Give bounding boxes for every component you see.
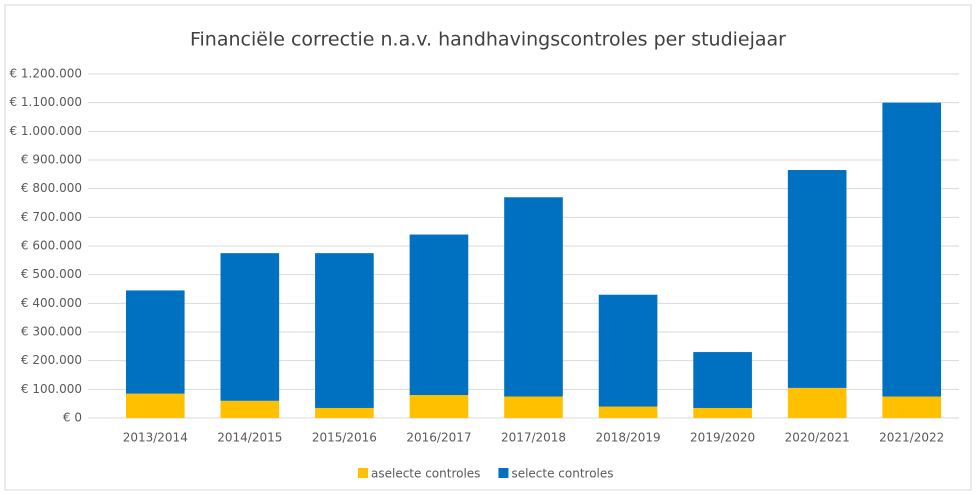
x-tick-label: 2021/2022 <box>879 431 944 445</box>
y-tick-label: € 200.000 <box>21 353 82 367</box>
legend-label: aselecte controles <box>371 467 480 481</box>
x-tick-label: 2016/2017 <box>406 431 471 445</box>
x-tick-label: 2017/2018 <box>501 431 566 445</box>
y-tick-label: € 900.000 <box>21 153 82 167</box>
y-tick-label: € 800.000 <box>21 181 82 195</box>
x-tick-label: 2014/2015 <box>217 431 282 445</box>
legend-swatch <box>358 468 368 478</box>
bar-segment <box>504 396 563 418</box>
bar-segment <box>315 407 374 418</box>
bar-segment <box>693 407 752 418</box>
y-tick-label: € 0 <box>63 411 82 425</box>
y-tick-label: € 1.100.000 <box>9 95 82 109</box>
bar-segment <box>693 352 752 408</box>
bar-segment <box>220 400 280 418</box>
y-tick-label: € 400.000 <box>21 296 82 310</box>
legend-swatch <box>498 468 509 478</box>
y-tick-label: € 300.000 <box>21 325 82 339</box>
x-tick-label: 2018/2019 <box>595 431 660 445</box>
chart-title: Financiële correctie n.a.v. handhavingsc… <box>190 29 786 51</box>
bar-segment <box>598 294 658 407</box>
x-tick-label: 2015/2016 <box>312 431 377 445</box>
legend-label: selecte controles <box>511 467 613 481</box>
bar-segment <box>504 197 563 397</box>
bar-segment <box>409 395 469 418</box>
bar-segment <box>315 253 374 408</box>
y-tick-label: € 600.000 <box>21 239 82 253</box>
bar-segment <box>787 170 847 388</box>
bar-segment <box>882 396 942 418</box>
x-tick-label: 2019/2020 <box>690 431 755 445</box>
x-tick-label: 2013/2014 <box>123 431 188 445</box>
y-tick-label: € 1.200.000 <box>9 67 82 81</box>
x-tick-label: 2020/2021 <box>785 431 850 445</box>
bar-segment <box>882 102 942 397</box>
bar-segment <box>125 290 185 394</box>
y-tick-label: € 1.000.000 <box>9 124 82 138</box>
bar-segment <box>598 406 658 418</box>
bar-segment <box>409 234 469 396</box>
bar-segment <box>125 393 185 418</box>
y-tick-label: € 500.000 <box>21 267 82 281</box>
y-tick-label: € 100.000 <box>21 382 82 396</box>
bar-segment <box>220 253 280 401</box>
y-tick-label: € 700.000 <box>21 210 82 224</box>
bar-segment <box>787 387 847 418</box>
